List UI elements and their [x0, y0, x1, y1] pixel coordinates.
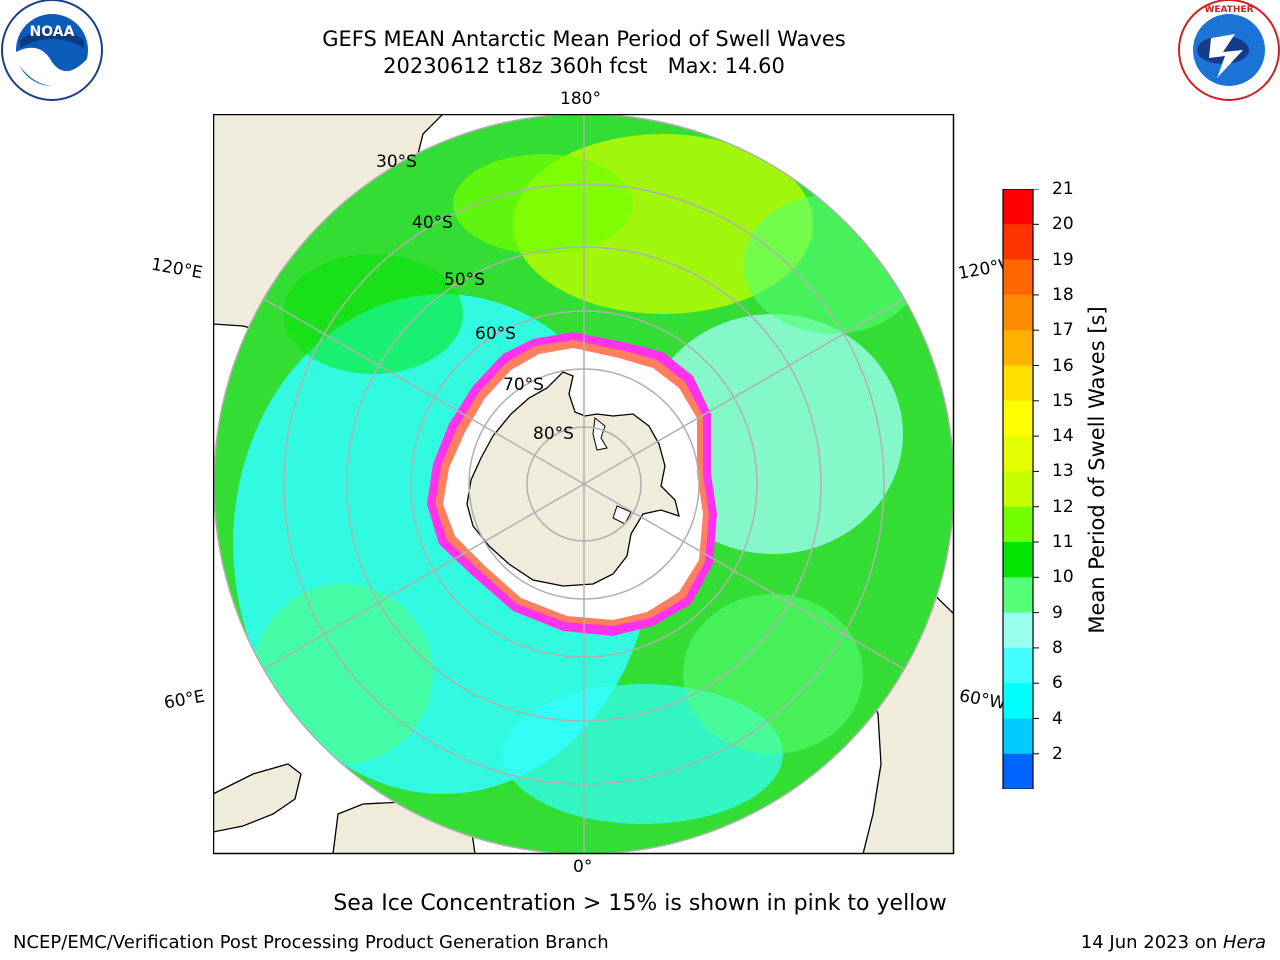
- colorbar-segment: [1003, 471, 1033, 508]
- colorbar-tick-label: 6: [1052, 673, 1063, 694]
- colorbar-segment: [1003, 330, 1033, 366]
- colorbar-tick-label: 18: [1052, 284, 1074, 305]
- colorbar-tick-label: 4: [1052, 708, 1063, 729]
- colorbar-segment: [1003, 294, 1033, 331]
- colorbar-segment: [1003, 506, 1033, 543]
- colorbar-segment: [1003, 365, 1033, 402]
- colorbar-tick-label: 13: [1052, 461, 1074, 482]
- lat-label-50s: 50°S: [444, 270, 485, 290]
- footer-date: 14 Jun 2023 on Hera: [1081, 932, 1266, 953]
- colorbar-segment: [1003, 259, 1033, 296]
- colorbar-tick-label: 2: [1052, 743, 1063, 764]
- lat-label-60s: 60°S: [475, 324, 516, 344]
- footer-machine: Hera: [1222, 932, 1266, 953]
- colorbar-segment: [1003, 189, 1033, 225]
- lat-label-80s: 80°S: [533, 424, 574, 444]
- lon-label-180: 180°: [560, 89, 601, 109]
- colorbar-tick-label: 10: [1052, 567, 1074, 588]
- colorbar-tick-label: 21: [1052, 179, 1074, 199]
- colorbar-tick-label: 15: [1052, 390, 1074, 411]
- colorbar-tick-label: 9: [1052, 602, 1063, 623]
- lat-label-70s: 70°S: [503, 375, 544, 395]
- colorbar-tick-label: 17: [1052, 320, 1074, 341]
- colorbar-segment: [1003, 647, 1033, 684]
- colorbar-segment: [1003, 542, 1033, 578]
- polar-map: [213, 114, 955, 855]
- sea-ice-caption: Sea Ice Concentration > 15% is shown in …: [333, 891, 947, 916]
- colorbar-segment: [1003, 612, 1033, 649]
- lon-label-0: 0°: [573, 857, 593, 877]
- map-subtitle: 20230612 t18z 360h fcst Max: 14.60: [383, 54, 785, 78]
- colorbar-segment: [1003, 718, 1033, 755]
- colorbar-segment: [1003, 683, 1033, 719]
- colorbar-tick-label: 12: [1052, 496, 1074, 517]
- nws-logo: WEATHER: [1178, 0, 1280, 101]
- footer-credit: NCEP/EMC/Verification Post Processing Pr…: [13, 932, 609, 953]
- colorbar-tick-label: 19: [1052, 249, 1074, 270]
- map-title: GEFS MEAN Antarctic Mean Period of Swell…: [322, 27, 846, 51]
- colorbar: [1002, 189, 1039, 789]
- lon-label-60w: 60°W: [957, 686, 1008, 714]
- lon-label-120e: 120°E: [149, 254, 205, 284]
- colorbar-tick-label: 14: [1052, 426, 1074, 447]
- colorbar-tick-label: 16: [1052, 355, 1074, 376]
- colorbar-tick-label: 8: [1052, 637, 1063, 658]
- colorbar-tick-label: 20: [1052, 214, 1074, 235]
- lon-label-60e: 60°E: [162, 686, 207, 714]
- colorbar-title: Mean Period of Swell Waves [s]: [1085, 306, 1109, 634]
- colorbar-segment: [1003, 224, 1033, 261]
- lat-label-30s: 30°S: [376, 152, 417, 172]
- colorbar-segment: [1003, 400, 1033, 437]
- svg-text:WEATHER: WEATHER: [1204, 5, 1253, 15]
- noaa-logo-text: NOAA: [30, 24, 75, 40]
- land-antarctica: [466, 371, 680, 587]
- colorbar-segment: [1003, 436, 1033, 472]
- colorbar-segment: [1003, 753, 1033, 789]
- lat-label-40s: 40°S: [412, 213, 453, 233]
- colorbar-tick-label: 11: [1052, 532, 1074, 552]
- land-madagascar: [213, 763, 302, 833]
- footer-date-text: 14 Jun 2023 on: [1080, 932, 1223, 953]
- noaa-logo: NOAA: [1, 0, 103, 101]
- colorbar-segment: [1003, 577, 1033, 614]
